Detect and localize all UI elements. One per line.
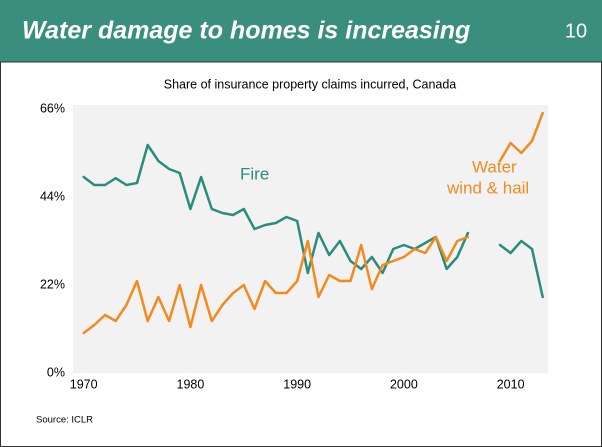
- y-tick-label: 22%: [40, 277, 65, 291]
- y-tick-label: 66%: [40, 101, 65, 115]
- slide-title: Water damage to homes is increasing: [22, 17, 470, 45]
- page-number: 10: [565, 20, 587, 42]
- plot-area: [73, 105, 548, 373]
- annotation: wind & hail: [446, 178, 529, 197]
- y-tick-label: 0%: [47, 365, 65, 379]
- chart-title: Share of insurance property claims incur…: [164, 77, 457, 91]
- x-tick-label: 2010: [497, 377, 525, 391]
- source: Source: ICLR: [36, 415, 93, 426]
- x-tick-label: 1990: [283, 377, 311, 391]
- annotation: Fire: [240, 164, 269, 183]
- annotation: Water: [472, 157, 517, 176]
- series-line: [82, 111, 544, 335]
- y-tick-label: 44%: [40, 189, 65, 203]
- header-bar: [0, 0, 602, 62]
- x-tick-label: 1980: [177, 377, 205, 391]
- x-tick-label: 2000: [390, 377, 418, 391]
- x-tick-label: 1970: [70, 377, 98, 391]
- series-line: [82, 143, 544, 299]
